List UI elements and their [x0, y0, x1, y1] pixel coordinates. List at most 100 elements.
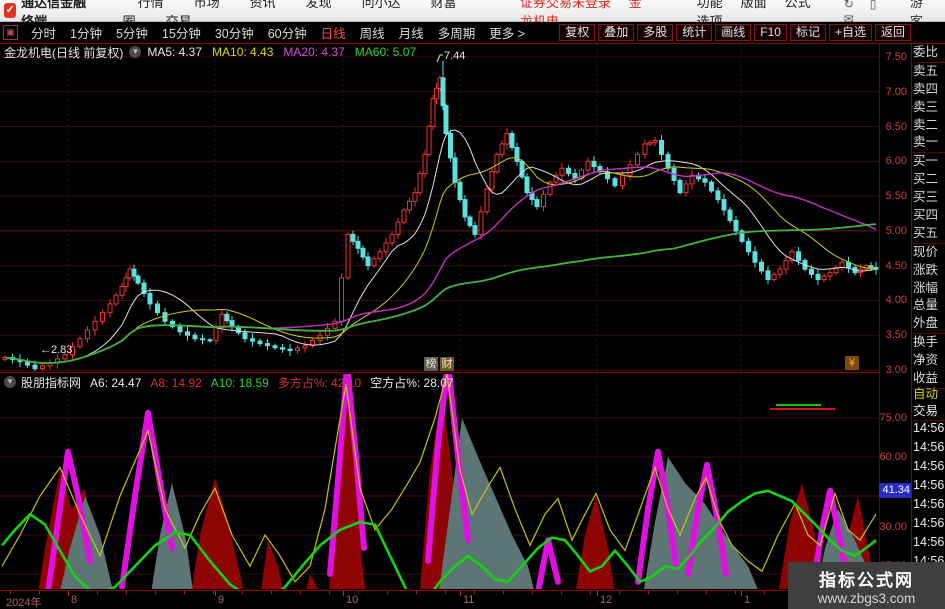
menu-item-公式[interactable]: 公式 — [784, 0, 811, 10]
date-axis[interactable]: 2024年 8 9 10 11 12 1 — [0, 590, 945, 609]
axis-tick-month — [741, 591, 742, 596]
phone-icon[interactable]: ▯ — [869, 0, 877, 11]
indicator-axis-label: 75.00 — [879, 412, 907, 424]
menu-item-版面[interactable]: 版面 — [740, 0, 767, 10]
period-tab-多周期[interactable]: 多周期 — [437, 27, 476, 41]
tick-time: 14:56 — [913, 421, 945, 435]
axis-tick — [39, 591, 40, 594]
auto-trade-label[interactable]: 自动 — [913, 387, 939, 401]
period-tab-30分钟[interactable]: 30分钟 — [214, 27, 254, 41]
neutral-area — [439, 418, 534, 589]
axis-tick — [184, 591, 185, 594]
menu-item-行情[interactable]: 行情 — [137, 0, 164, 10]
bear-area — [261, 540, 283, 589]
indicator-axis-label: 60.00 — [879, 451, 907, 463]
menu-item-市场[interactable]: 市场 — [193, 0, 220, 10]
axis-tick — [619, 591, 620, 594]
menu-item-资讯[interactable]: 资讯 — [249, 0, 276, 10]
quote-row-买三[interactable]: 买三 — [913, 190, 939, 205]
auto-trade-label[interactable]: 交易 — [913, 403, 945, 421]
app-logo-icon: ✓ — [4, 3, 17, 18]
refresh-icon[interactable]: ↻ — [843, 0, 854, 11]
price-axis-label: 4.50 — [885, 259, 907, 272]
axis-tick — [677, 591, 678, 594]
toolbar-button-标记[interactable]: 标记 — [789, 24, 826, 41]
divider-badge-icon[interactable]: ¥ — [845, 356, 859, 370]
tick-time: 14:56 — [913, 516, 945, 530]
quote-row-卖三[interactable]: 卖三 — [913, 99, 939, 114]
indicator-menu-icon[interactable]: ▼ — [4, 376, 16, 388]
month-label-9: 9 — [218, 594, 225, 606]
candlestick-plot[interactable] — [2, 61, 879, 373]
period-tab-日线[interactable]: 日线 — [320, 27, 346, 41]
axis-tick — [735, 591, 736, 594]
quote-row-涨幅[interactable]: 涨幅 — [913, 280, 939, 295]
chevron-down-icon[interactable]: ▼ — [129, 46, 142, 58]
bull-band — [327, 374, 367, 577]
quote-row-买五[interactable]: 买五 — [913, 225, 945, 244]
axis-tick — [97, 591, 98, 594]
quote-row-收益[interactable]: 收益 — [913, 370, 945, 389]
period-tab-月线[interactable]: 月线 — [398, 27, 424, 41]
axis-tick-month — [343, 591, 344, 596]
price-axis-label: 5.00 — [885, 224, 907, 237]
month-label-8: 8 — [71, 594, 78, 606]
quote-row-委比[interactable]: 委比 — [913, 44, 945, 63]
toolbar-button-叠加[interactable]: 叠加 — [598, 24, 635, 41]
period-tab-1分钟[interactable]: 1分钟 — [70, 27, 102, 41]
quote-row-涨跌[interactable]: 涨跌 — [913, 262, 939, 277]
indicator-plot[interactable] — [1, 363, 878, 609]
auto-trade-tab[interactable]: 自动 交易 — [913, 386, 945, 421]
bull-band — [635, 448, 679, 585]
quote-row-现价[interactable]: 现价 — [913, 244, 939, 259]
menu-item-问小达[interactable]: 问小达 — [361, 0, 401, 10]
quote-row-净资[interactable]: 净资 — [913, 353, 939, 368]
login-status-text[interactable]: 证券交易未登录 — [519, 0, 611, 10]
period-toolbar: ▣ 分时 1分钟 5分钟 15分钟 30分钟 60分钟 日线 周线 月线 多周期 更多 > 复权 叠加… — [0, 22, 945, 44]
quote-row-买一[interactable]: 买一 — [913, 154, 939, 169]
ma60-line — [4, 223, 877, 365]
panel-divider[interactable] — [0, 372, 879, 373]
axis-tick — [416, 591, 417, 594]
divider-badge-2[interactable]: 财 — [440, 357, 454, 371]
toolbar-button-统计[interactable]: 统计 — [676, 24, 713, 41]
toolbar-button-多股[interactable]: 多股 — [637, 24, 674, 41]
ma5-line — [4, 129, 877, 364]
period-tab-周线[interactable]: 周线 — [359, 27, 385, 41]
period-tab-分时[interactable]: 分时 — [31, 27, 57, 41]
toolbar-buttons: 复权 叠加 多股 统计 画线 F10 标记 +自选 返回 — [556, 24, 911, 41]
ma10-line — [4, 157, 877, 364]
period-tab-15分钟[interactable]: 15分钟 — [161, 27, 201, 41]
toolbar-button-F10[interactable]: F10 — [754, 24, 787, 41]
period-tabs: 分时 1分钟 5分钟 15分钟 30分钟 60分钟 日线 周线 月线 多周期 更多 > — [24, 23, 532, 42]
divider-badge-1[interactable]: 榜 — [424, 357, 438, 371]
quote-row-卖五[interactable]: 卖五 — [913, 63, 939, 78]
legend-green-line — [776, 404, 821, 406]
quote-row-卖四[interactable]: 卖四 — [913, 81, 939, 96]
tick-time: 14:56 — [913, 497, 945, 511]
axis-tick-month — [68, 591, 69, 596]
quote-row-卖一[interactable]: 卖一 — [913, 134, 945, 154]
menu-item-功能[interactable]: 功能 — [696, 0, 723, 10]
toolbar-button-画线[interactable]: 画线 — [715, 24, 752, 41]
period-tab-更多 >[interactable]: 更多 > — [489, 27, 525, 41]
quote-row-换手[interactable]: 换手 — [913, 335, 939, 350]
mail-icon[interactable]: ✉ — [843, 11, 854, 26]
quote-row-买二[interactable]: 买二 — [913, 172, 939, 187]
period-tab-60分钟[interactable]: 60分钟 — [267, 27, 307, 41]
quote-row-外盘[interactable]: 外盘 — [913, 315, 945, 335]
quote-row-买四[interactable]: 买四 — [913, 208, 939, 223]
bull-band — [535, 537, 561, 589]
menu-item-发现[interactable]: 发现 — [305, 0, 332, 10]
chart-canvas[interactable] — [0, 0, 879, 609]
watermark-url: www.zbgs3.com — [817, 590, 916, 606]
quote-row-总量[interactable]: 总量 — [913, 298, 939, 313]
quote-row-卖二[interactable]: 卖二 — [913, 117, 939, 132]
chart-mode-icon[interactable]: ▣ — [3, 25, 18, 40]
toolbar-button-+自选[interactable]: +自选 — [828, 24, 872, 41]
toolbar-button-复权[interactable]: 复权 — [559, 24, 596, 41]
toolbar-button-返回[interactable]: 返回 — [874, 24, 911, 41]
axis-tick-month — [215, 591, 216, 596]
period-tab-5分钟[interactable]: 5分钟 — [115, 27, 148, 41]
